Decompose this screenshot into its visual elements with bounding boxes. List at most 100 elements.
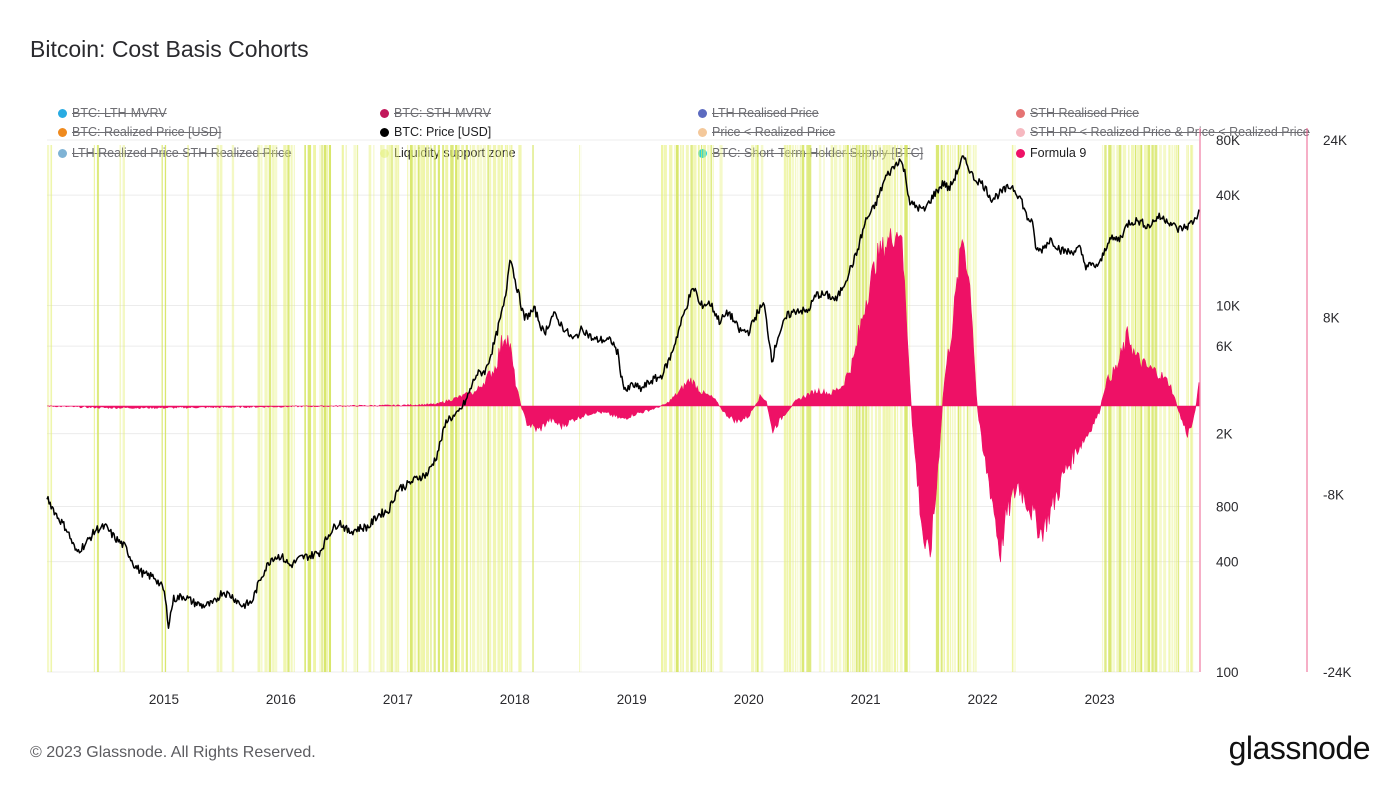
liquidity-zone-bar [313, 145, 316, 672]
liquidity-zone-bar [870, 145, 874, 672]
liquidity-zone-bar [1171, 145, 1173, 672]
legend-item-btc-short-term-holder-supply-btc[interactable]: BTC: Short-Term Holder Supply [BTC] [698, 146, 923, 160]
legend-item-lth-realised-price[interactable]: LTH Realised Price [698, 106, 819, 120]
legend-item-formula-9[interactable]: Formula 9 [1016, 146, 1086, 160]
liquidity-zone-bar [878, 145, 882, 672]
liquidity-zone-bar [455, 145, 458, 672]
liquidity-zone-bar [1151, 145, 1154, 672]
liquidity-zone-bar [846, 145, 849, 672]
liquidity-zone-bar [855, 145, 858, 672]
liquidity-zone-bar [272, 145, 275, 672]
legend-dot-icon [380, 127, 389, 137]
legend-item-sth-rp-realized-price-price-realized-price[interactable]: STH-RP < Realized Price & Price < Realiz… [1016, 125, 1310, 139]
x-axis-tick-label: 2020 [734, 692, 764, 707]
liquidity-zone-bar [479, 145, 483, 672]
liquidity-zone-bar [663, 145, 667, 672]
liquidity-zone-bar [1118, 145, 1122, 672]
liquidity-zone-bar [963, 145, 966, 672]
liquidity-zone-bar [231, 145, 235, 672]
x-axis-tick-label: 2015 [149, 692, 179, 707]
legend-dot-icon [380, 108, 389, 118]
liquidity-zone-bar [693, 145, 697, 672]
liquidity-zone-bar [952, 145, 954, 672]
left-axis-tick-label: 2K [1216, 427, 1233, 442]
left-axis-tick-label: 6K [1216, 339, 1233, 354]
left-axis-tick-label: 100 [1216, 665, 1239, 680]
liquidity-zone-bar [685, 145, 689, 672]
liquidity-zone-bar [161, 145, 163, 672]
btc-price-line[interactable] [46, 155, 1200, 629]
liquidity-zone-bar [682, 145, 684, 672]
liquidity-zone-bar [307, 145, 312, 672]
liquidity-zone-bar [833, 145, 838, 672]
x-axis-tick-label: 2018 [500, 692, 530, 707]
legend-item-btc-price-usd[interactable]: BTC: Price [USD] [380, 125, 491, 139]
left-axis-tick-label: 40K [1216, 188, 1240, 203]
left-axis-tick-label: 80K [1216, 133, 1240, 148]
liquidity-zone-bar [393, 145, 395, 672]
liquidity-zone-bar [421, 145, 423, 672]
x-axis-tick-label: 2016 [266, 692, 296, 707]
legend-dot-icon [1016, 127, 1025, 137]
liquidity-zone-bar [293, 145, 295, 672]
legend-label: STH Realised Price [1030, 106, 1140, 120]
liquidity-zone-bar [882, 145, 886, 672]
liquidity-zone-bar [755, 145, 757, 672]
liquidity-zone-bar [504, 145, 507, 672]
x-axis-tick-label: 2019 [617, 692, 647, 707]
legend-label: BTC: Price [USD] [394, 125, 492, 139]
legend-item-btc-lth-mvrv[interactable]: BTC: LTH-MVRV [58, 106, 167, 120]
liquidity-zone-bar [353, 145, 357, 672]
legend-label: STH-RP < Realized Price & Price < Realiz… [1030, 125, 1310, 139]
liquidity-zone-bar [972, 145, 974, 672]
x-axis-tick-label: 2021 [851, 692, 881, 707]
liquidity-zone-bar [949, 145, 952, 672]
liquidity-zone-bar [1147, 145, 1151, 672]
liquidity-zone-bar [893, 145, 897, 672]
liquidity-zone-bar [476, 145, 480, 672]
legend-item-btc-realized-price-usd[interactable]: BTC: Realized Price [USD] [58, 125, 221, 139]
legend-item-btc-sth-mvrv[interactable]: BTC: STH-MVRV [380, 106, 491, 120]
legend-item-lth-realized-price-sth-realized-price[interactable]: LTH Realized Price STH Realized Price [58, 146, 291, 160]
liquidity-zone-bar [1116, 145, 1118, 672]
liquidity-zone-bar [842, 145, 845, 672]
liquidity-zone-bar [492, 145, 497, 672]
liquidity-zone-bar [407, 145, 409, 672]
liquidity-zone-bar [890, 145, 894, 672]
liquidity-zone-bar [968, 145, 972, 672]
formula-9-area[interactable] [46, 228, 1200, 563]
copyright-footer: © 2023 Glassnode. All Rights Reserved. [30, 744, 316, 761]
x-axis-tick-label: 2022 [968, 692, 998, 707]
glassnode-logo: glassnode [1228, 730, 1371, 766]
liquidity-zone-bar [1122, 145, 1127, 672]
liquidity-zone-bar [954, 145, 956, 672]
liquidity-zone-bar [319, 145, 321, 672]
liquidity-zone-bar [838, 145, 842, 672]
liquidity-zone-bar [489, 145, 492, 672]
left-axis-tick-label: 800 [1216, 500, 1239, 515]
liquidity-zone-bar [510, 145, 513, 672]
liquidity-zone-bar [381, 145, 385, 672]
liquidity-zone-bar [865, 145, 868, 672]
liquidity-zone-bar [1137, 145, 1141, 672]
legend-item-sth-realised-price[interactable]: STH Realised Price [1016, 106, 1139, 120]
liquidity-zone-bar [287, 145, 290, 672]
legend-item-price-realized-price[interactable]: Price < Realized Price [698, 125, 835, 139]
right-axis-tick-label: -24K [1323, 665, 1352, 680]
liquidity-zone-bar [675, 145, 679, 672]
liquidity-zone-bar [888, 145, 891, 672]
liquidity-zone-bar [818, 145, 822, 672]
legend-dot-icon [58, 148, 67, 158]
liquidity-zone-bar [397, 145, 400, 672]
liquidity-zone-bar [707, 145, 710, 672]
liquidity-zone-bar [465, 145, 468, 672]
liquidity-zone-bar [487, 145, 490, 672]
liquidity-zone-bar [257, 145, 261, 672]
liquidity-zone-bar [974, 145, 977, 672]
liquidity-zone-bar [327, 145, 329, 672]
liquidity-zone-bar [959, 145, 962, 672]
liquidity-zone-bar [469, 145, 471, 672]
x-axis-tick-label: 2023 [1085, 692, 1115, 707]
liquidity-zone-bar [187, 145, 189, 672]
